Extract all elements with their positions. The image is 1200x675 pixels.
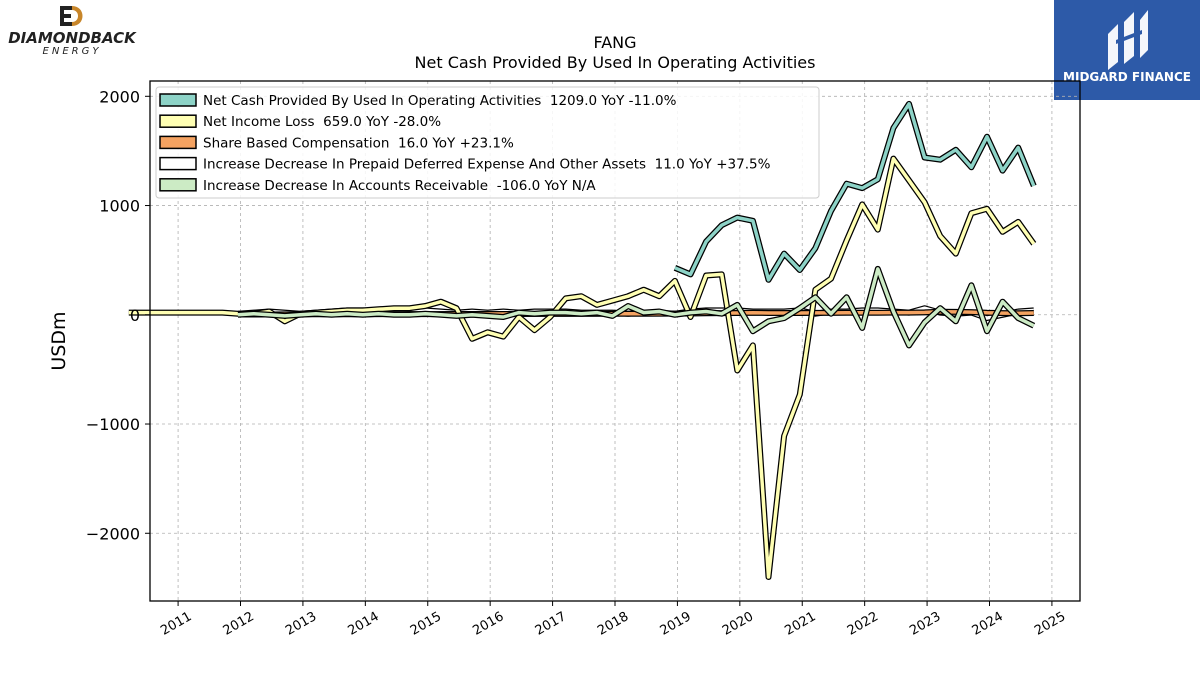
series-line [237, 267, 1035, 348]
x-tick-label: 2022 [845, 609, 881, 639]
series-line-outline [128, 155, 1037, 580]
series-line [128, 156, 1036, 579]
diamondback-logo-mark: DIAMONDBACK ENERGY [8, 6, 137, 57]
x-axis-ticks: 2011 2012 2013 2014 2015 2016 2017 2018 2019 2020… [158, 601, 1068, 639]
x-tick-label: 2011 [158, 609, 194, 639]
x-tick-label: 2019 [658, 609, 694, 639]
logo-text-sub: ENERGY [43, 46, 102, 56]
x-tick-label: 2015 [408, 609, 444, 639]
x-tick-label: 2020 [720, 609, 756, 639]
y-tick-label: 2000 [99, 87, 140, 106]
x-tick-label: 2023 [907, 609, 943, 639]
chart-subtitle: Net Cash Provided By Used In Operating A… [415, 53, 816, 72]
x-tick-label: 2021 [782, 609, 818, 639]
x-tick-label: 2014 [346, 609, 382, 639]
series-line-outline [237, 265, 1036, 349]
chart-title: FANG [593, 33, 636, 52]
legend-swatch [159, 93, 197, 107]
series-line [674, 102, 1036, 282]
series-1 [128, 155, 1037, 580]
x-tick-label: 2016 [470, 609, 506, 639]
y-tick-label: −1000 [86, 415, 140, 434]
x-tick-label: 2024 [970, 609, 1006, 639]
chart-legend: Net Cash Provided By Used In Operating A… [155, 86, 820, 199]
legend-box [155, 86, 820, 199]
legend-swatch [159, 178, 197, 192]
x-tick-label: 2017 [533, 609, 569, 639]
legend-swatch [159, 156, 197, 171]
x-tick-label: 2018 [595, 609, 631, 639]
legend-label: Increase Decrease In Accounts Receivable… [203, 178, 596, 194]
legend-label: Share Based Compensation 16.0 YoY +23.1% [203, 135, 514, 151]
legend-label: Net Income Loss 659.0 YoY -28.0% [203, 114, 441, 130]
x-tick-label: 2025 [1032, 609, 1068, 639]
chart-series-layer [128, 100, 1037, 580]
legend-swatch [159, 114, 197, 128]
logo-text-main: DIAMONDBACK [8, 29, 137, 47]
y-tick-label: 0 [130, 306, 140, 325]
series-4 [237, 265, 1036, 349]
midgard-logo-mark [1108, 10, 1148, 70]
legend-label: Net Cash Provided By Used In Operating A… [203, 93, 677, 109]
series-0 [673, 100, 1037, 283]
legend-swatch [159, 135, 197, 150]
y-tick-label: −2000 [86, 524, 140, 543]
diamondback-logo: DIAMONDBACK ENERGY [4, 4, 140, 57]
logo-e-glyph [60, 6, 72, 26]
logo-d-glyph [72, 6, 83, 26]
x-tick-label: 2012 [221, 609, 257, 639]
midgard-logo-text: MIDGARD FINANCE [1063, 70, 1191, 84]
midgard-finance-logo: MIDGARD FINANCE [1054, 0, 1200, 100]
y-axis-ticks: −2000 −1000 0 1000 2000 [86, 87, 150, 543]
x-tick-label: 2013 [283, 609, 319, 639]
legend-label: Increase Decrease In Prepaid Deferred Ex… [203, 157, 771, 173]
y-tick-label: 1000 [99, 197, 140, 216]
y-axis-label: USDm [48, 311, 70, 370]
